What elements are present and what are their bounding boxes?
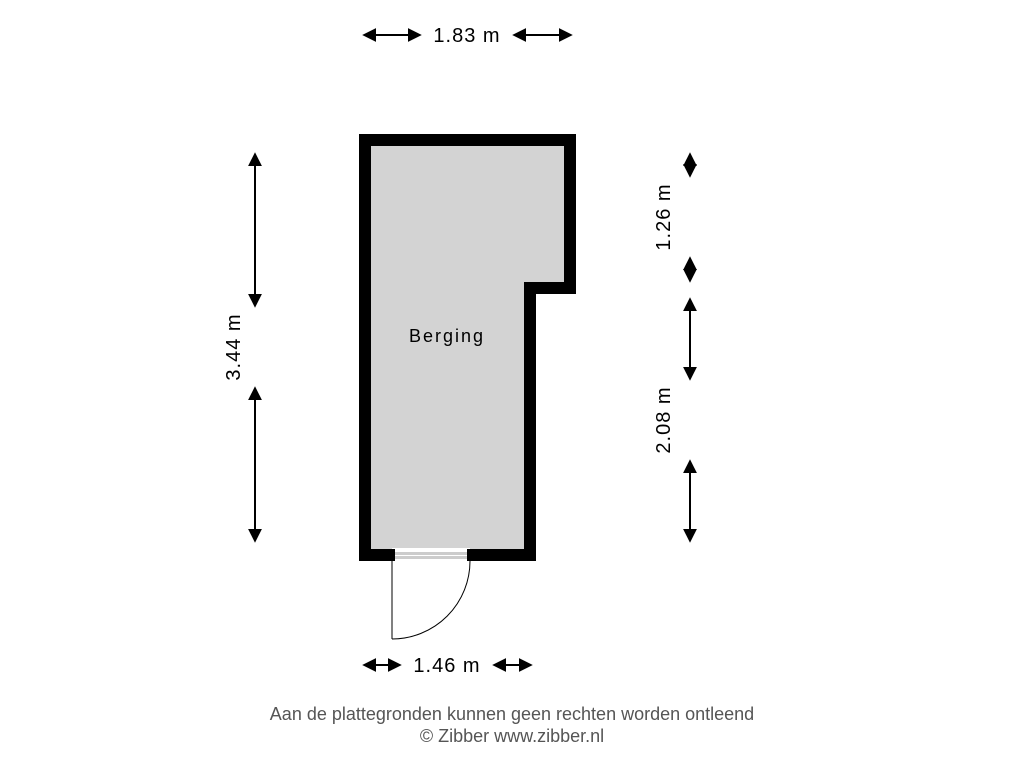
door (389, 548, 473, 639)
dimension-label-left: 3.44 m (223, 313, 245, 380)
dimension-label-right_top: 1.26 m (653, 183, 675, 250)
floorplan-diagram: Berging 1.83 m 1.46 m 3.44 m 1.26 m 2.08 m A… (0, 0, 1024, 768)
dimension-label-bottom: 1.46 m (413, 655, 480, 677)
footer-line-2: © Zibber www.zibber.nl (420, 726, 604, 746)
footer-line-1: Aan de plattegronden kunnen geen rechten… (270, 704, 754, 724)
dimension-label-top: 1.83 m (433, 25, 500, 47)
room-shape (365, 140, 570, 555)
room-label: Berging (409, 326, 485, 346)
dimension-label-right_bottom: 2.08 m (653, 386, 675, 453)
